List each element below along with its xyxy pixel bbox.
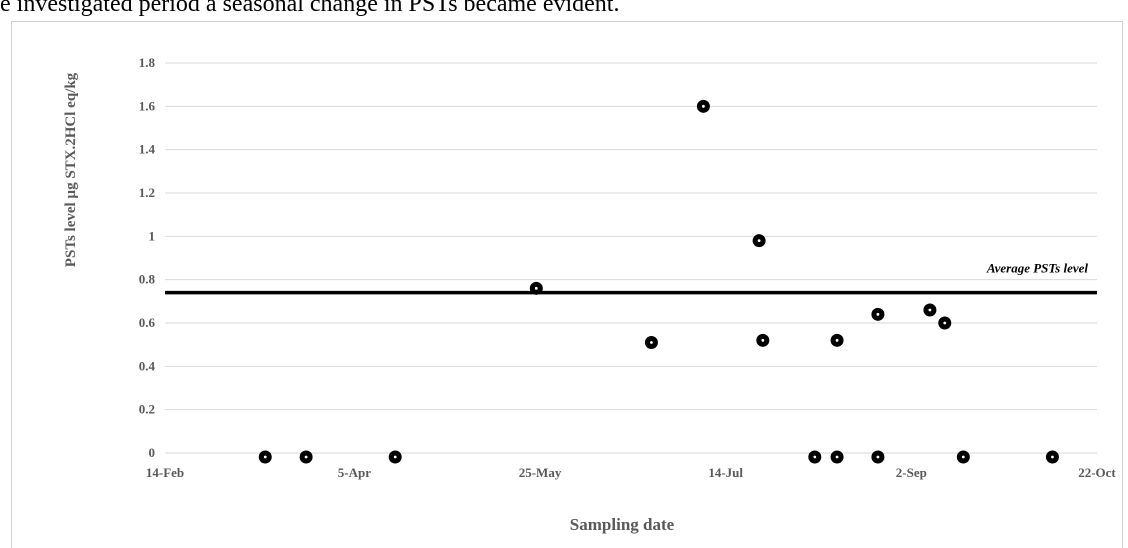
x-axis-title: Sampling date [570,515,675,534]
y-tick-label: 1 [149,228,156,243]
x-tick-label: 25-May [519,465,562,480]
data-points [258,99,1059,464]
x-axis-tick-labels: 14-Feb 5-Apr 25-May 14-Jul 2-Sep 22-Oct [146,465,1117,480]
data-point-center [835,338,839,342]
y-tick-label: 1.2 [139,185,155,200]
data-point-center [263,455,267,459]
data-point-center [813,455,817,459]
data-point-center [961,455,965,459]
y-axis-tick-labels: 0 0.2 0.4 0.6 0.8 1 1.2 1.4 1.6 1.8 [139,55,156,460]
data-point-center [757,239,761,243]
data-point-center [393,455,397,459]
x-tick-label: 14-Jul [708,465,743,480]
data-point-center [761,338,765,342]
y-tick-label: 0 [149,445,156,460]
x-tick-label: 22-Oct [1078,465,1116,480]
gridlines [165,62,1097,454]
data-point-center [876,455,880,459]
data-point-center [835,455,839,459]
y-tick-label: 1.4 [139,142,156,157]
data-point-center [534,286,538,290]
data-point-center [928,308,932,312]
y-tick-label: 1.6 [139,98,156,113]
data-point-center [1051,455,1054,459]
data-point-center [943,321,947,325]
y-tick-label: 1.8 [139,55,156,70]
x-tick-label: 2-Sep [896,465,927,480]
x-tick-label: 5-Apr [338,465,371,480]
data-point-center [304,455,308,459]
x-tick-label: 14-Feb [146,465,184,480]
average-line-label: Average PSTs level [986,261,1088,276]
y-tick-label: 0.6 [139,315,156,330]
data-point-center [702,104,705,108]
preceding-paragraph-text: e investigated period a seasonal change … [0,0,620,17]
average-line-group: Average PSTs level [165,261,1097,295]
chart-area-border [11,21,1123,548]
y-axis-title: PSTs level µg STX.2HCl eq/kg [63,72,79,267]
data-point-center [876,312,880,316]
data-point-center [650,341,653,344]
y-tick-label: 0.4 [139,358,156,373]
y-tick-label: 0.8 [139,272,156,287]
y-tick-label: 0.2 [139,402,155,417]
